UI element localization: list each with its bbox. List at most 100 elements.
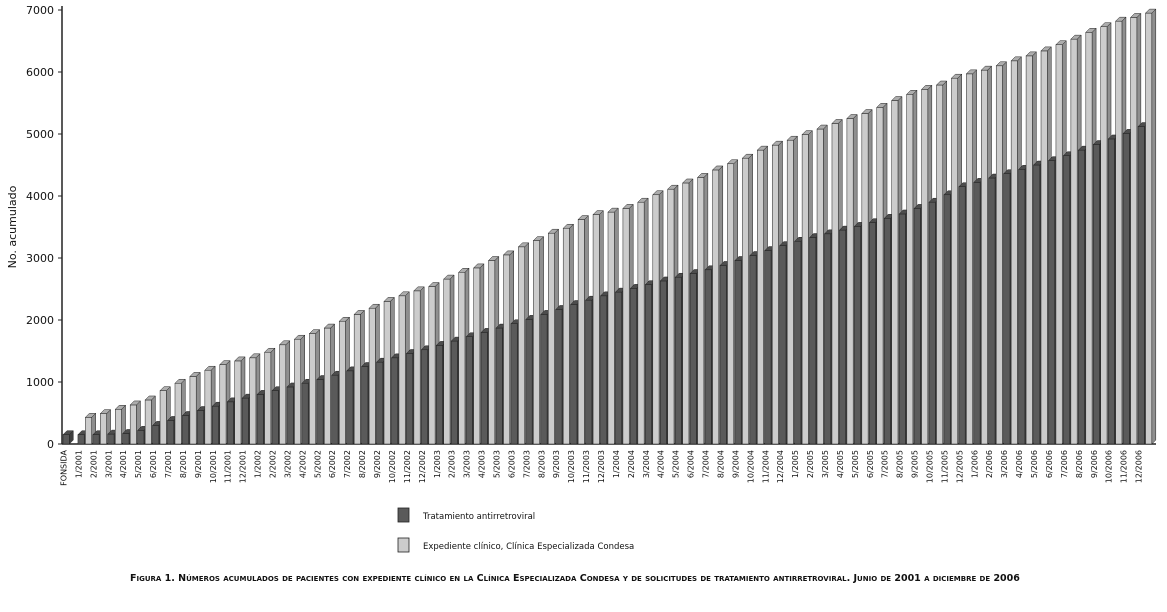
bar: [771, 144, 779, 445]
x-tick-label: 3/2001: [104, 450, 113, 478]
x-tick-label: 10/2003: [567, 450, 576, 483]
x-tick-label: 4/2002: [298, 450, 307, 478]
x-tick-label: 10/2001: [209, 450, 218, 483]
y-tick-label: 7000: [26, 4, 54, 17]
bar: [876, 107, 884, 445]
x-tick-label: 12/2004: [776, 450, 785, 483]
bar: [383, 301, 391, 445]
bar: [107, 433, 115, 445]
bar-top: [1010, 56, 1023, 62]
y-tick-label: 2000: [26, 314, 54, 327]
bar: [129, 404, 137, 445]
bar: [742, 157, 749, 445]
bar: [727, 163, 734, 445]
bar: [555, 309, 563, 445]
bar: [413, 290, 421, 445]
bar: [174, 382, 182, 445]
x-tick-label: 10/2002: [388, 450, 397, 483]
x-tick-label: 9/2006: [1090, 450, 1099, 478]
bar-top: [831, 119, 843, 124]
bar: [1018, 169, 1026, 445]
bar: [615, 291, 622, 445]
bar: [540, 314, 548, 445]
bar: [309, 333, 316, 445]
bar: [256, 394, 264, 445]
bar: [77, 434, 85, 445]
bar-top: [891, 96, 903, 101]
x-tick-label: 5/2005: [851, 450, 860, 478]
bar-top: [338, 316, 351, 322]
bar-top: [204, 365, 216, 371]
bar: [637, 201, 645, 445]
bar: [100, 413, 107, 445]
legend-swatch: [397, 537, 410, 553]
bar: [1010, 60, 1018, 445]
x-tick-label: 7/2006: [1060, 450, 1069, 478]
caption-box: Figura 1. Números acumulados de paciente…: [130, 573, 1020, 584]
bar: [697, 177, 705, 445]
bar-top: [1055, 40, 1067, 45]
bar: [465, 336, 473, 445]
bar-top: [383, 297, 395, 302]
bar: [428, 286, 436, 445]
bar: [1055, 44, 1063, 445]
caption: Figura 1. Números acumulados de paciente…: [130, 573, 1020, 584]
bar: [973, 182, 981, 445]
x-tick-label: 1/2006: [970, 450, 979, 478]
bar: [1093, 144, 1100, 445]
bar: [406, 353, 413, 445]
x-tick-label: 12/2002: [418, 450, 427, 483]
bar: [1145, 12, 1153, 445]
x-tick-label: 8/2006: [1075, 450, 1084, 478]
bar-top: [637, 197, 649, 203]
bar: [951, 77, 958, 445]
bar: [704, 269, 712, 445]
bar: [204, 369, 212, 445]
bar-top: [906, 90, 918, 95]
bar: [943, 194, 951, 445]
bar: [518, 246, 525, 445]
x-tick-label: 9/2001: [194, 450, 203, 478]
x-tick-label: 1/2002: [254, 450, 263, 478]
bar: [779, 245, 787, 445]
x-tick-label: 5/2003: [492, 450, 501, 478]
bar: [533, 240, 540, 445]
bar: [241, 397, 249, 445]
x-tick-label: 6/2002: [328, 450, 337, 478]
x-tick-label: 6/2006: [1045, 450, 1054, 478]
bar: [398, 295, 406, 445]
bar: [458, 272, 466, 445]
x-tick-label: 8/2001: [179, 450, 188, 478]
bar-top: [234, 356, 246, 362]
legend-label: Expediente clínico, Clínica Especializad…: [423, 542, 634, 552]
bar: [1100, 26, 1108, 445]
bar: [958, 186, 966, 445]
bar: [338, 320, 346, 445]
bar: [592, 214, 600, 445]
bar: [234, 360, 242, 445]
bar: [495, 327, 503, 445]
bar: [264, 351, 272, 445]
x-tick-label: 4/2006: [1015, 450, 1024, 478]
bar: [630, 288, 637, 445]
bar: [801, 134, 809, 445]
bar-top: [622, 204, 634, 209]
bar: [786, 139, 794, 445]
bar-top: [532, 236, 545, 241]
bar: [182, 415, 189, 445]
bar-top: [726, 159, 739, 165]
x-tick-label: 2/2001: [89, 450, 98, 478]
x-tick-label: 7/2003: [522, 450, 531, 478]
bar-top: [487, 256, 500, 261]
x-tick-label: 3/2002: [283, 450, 292, 478]
bar-top: [1070, 34, 1082, 40]
x-tick-label: 12/2003: [597, 450, 606, 483]
x-tick-label: 1/2004: [612, 450, 621, 478]
x-tick-label: 12/2006: [1135, 450, 1144, 483]
bar: [391, 357, 399, 445]
bar: [764, 250, 772, 445]
x-tick-label: 11/2003: [582, 450, 591, 483]
bar-top: [114, 405, 127, 410]
bar-top: [577, 215, 590, 220]
bar-top: [413, 286, 425, 292]
